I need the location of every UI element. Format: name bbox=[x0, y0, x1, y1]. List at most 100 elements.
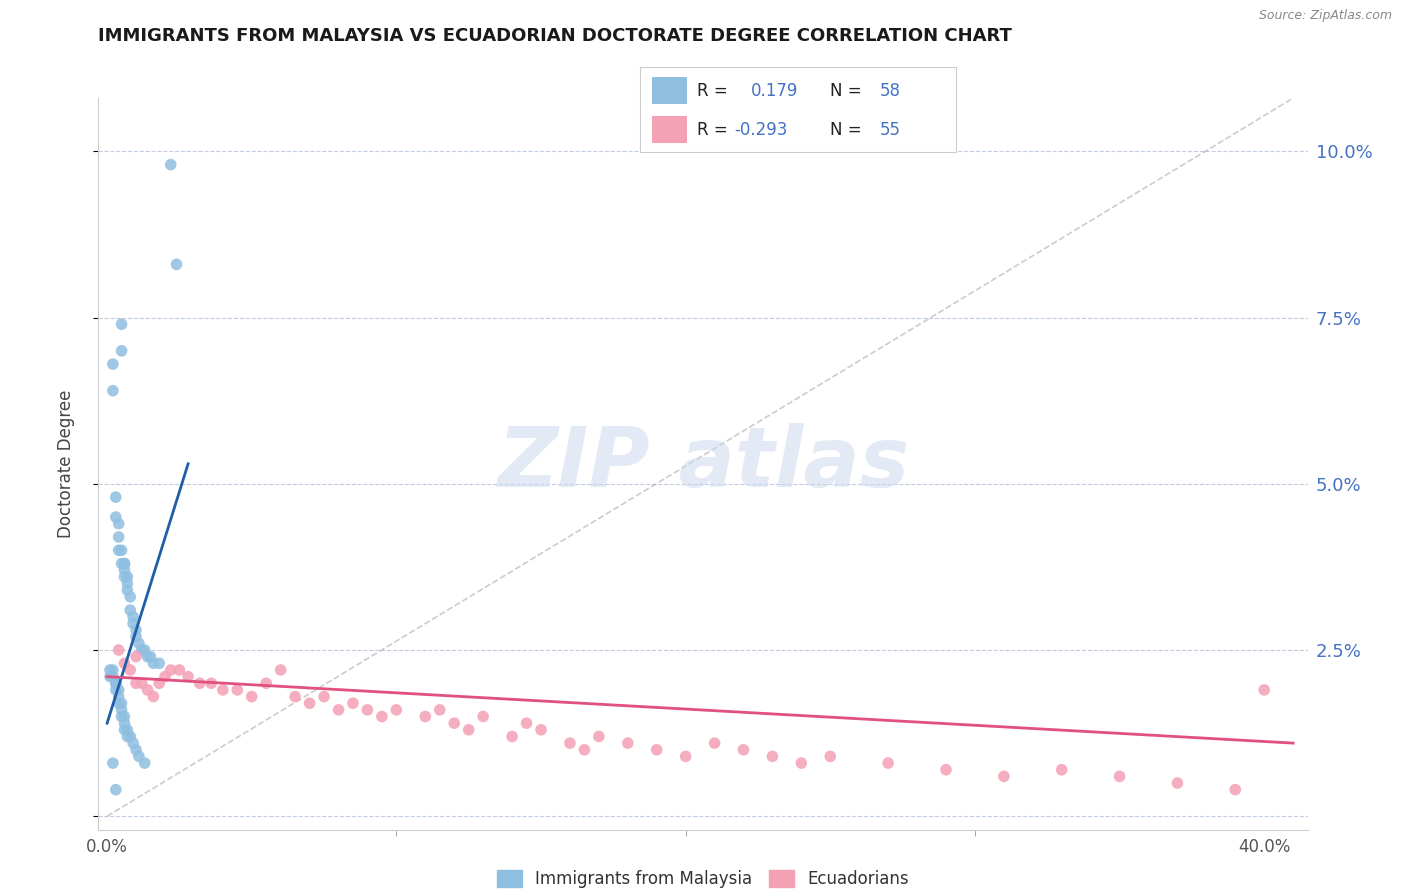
Point bbox=[125, 743, 148, 757]
Text: 55: 55 bbox=[880, 120, 901, 138]
Y-axis label: Doctorate Degree: Doctorate Degree bbox=[56, 390, 75, 538]
Point bbox=[107, 530, 129, 544]
Point bbox=[1108, 769, 1130, 783]
Point bbox=[104, 490, 127, 504]
Point bbox=[110, 317, 132, 331]
Point bbox=[125, 630, 148, 644]
Point bbox=[114, 709, 136, 723]
FancyBboxPatch shape bbox=[652, 116, 688, 143]
Point bbox=[159, 158, 181, 172]
Point bbox=[139, 649, 162, 664]
Point bbox=[385, 703, 408, 717]
Point bbox=[328, 703, 350, 717]
Point bbox=[342, 696, 364, 710]
Point bbox=[820, 749, 842, 764]
Point bbox=[558, 736, 581, 750]
Point bbox=[107, 682, 129, 697]
Point bbox=[254, 676, 277, 690]
Point bbox=[125, 649, 148, 664]
Point bbox=[122, 736, 145, 750]
Text: 0.179: 0.179 bbox=[751, 82, 797, 100]
Point bbox=[240, 690, 263, 704]
Point bbox=[935, 763, 957, 777]
Point bbox=[312, 690, 335, 704]
Point bbox=[107, 696, 129, 710]
Point bbox=[298, 696, 321, 710]
Point bbox=[101, 663, 124, 677]
Point bbox=[790, 756, 813, 770]
Point bbox=[645, 743, 668, 757]
Point bbox=[110, 696, 132, 710]
Point bbox=[1225, 782, 1247, 797]
Point bbox=[114, 557, 136, 571]
Point bbox=[211, 682, 233, 697]
Point bbox=[117, 576, 139, 591]
Text: -0.293: -0.293 bbox=[734, 120, 787, 138]
Text: N =: N = bbox=[830, 120, 866, 138]
Point bbox=[270, 663, 292, 677]
Point bbox=[101, 756, 124, 770]
Point bbox=[114, 570, 136, 584]
Point bbox=[136, 682, 159, 697]
Point bbox=[148, 657, 170, 671]
Point bbox=[993, 769, 1015, 783]
Point bbox=[142, 657, 165, 671]
Point bbox=[159, 663, 181, 677]
Point bbox=[122, 616, 145, 631]
Point bbox=[675, 749, 697, 764]
Point bbox=[122, 609, 145, 624]
Point bbox=[107, 643, 129, 657]
Point bbox=[117, 570, 139, 584]
Point bbox=[457, 723, 479, 737]
Point bbox=[114, 657, 136, 671]
Point bbox=[142, 690, 165, 704]
Point bbox=[101, 357, 124, 371]
Point bbox=[371, 709, 394, 723]
Point bbox=[117, 723, 139, 737]
Point bbox=[117, 583, 139, 598]
Point bbox=[1253, 682, 1275, 697]
Point bbox=[98, 663, 121, 677]
Text: Source: ZipAtlas.com: Source: ZipAtlas.com bbox=[1258, 9, 1392, 22]
Point bbox=[1166, 776, 1188, 790]
Point bbox=[107, 543, 129, 558]
Point bbox=[101, 384, 124, 398]
Point bbox=[617, 736, 640, 750]
Text: R =: R = bbox=[697, 82, 738, 100]
Point bbox=[114, 557, 136, 571]
Point bbox=[148, 676, 170, 690]
Point bbox=[104, 682, 127, 697]
Point bbox=[114, 723, 136, 737]
Point bbox=[761, 749, 783, 764]
Point bbox=[136, 649, 159, 664]
Point bbox=[356, 703, 378, 717]
Point bbox=[120, 730, 142, 744]
Legend: Immigrants from Malaysia, Ecuadorians: Immigrants from Malaysia, Ecuadorians bbox=[491, 863, 915, 892]
Point bbox=[188, 676, 211, 690]
Point bbox=[131, 643, 153, 657]
Point bbox=[177, 670, 200, 684]
Point bbox=[877, 756, 900, 770]
Point bbox=[733, 743, 755, 757]
Point bbox=[429, 703, 451, 717]
Point bbox=[110, 557, 132, 571]
Point bbox=[128, 636, 150, 650]
Point bbox=[169, 663, 191, 677]
Point bbox=[472, 709, 495, 723]
Point bbox=[125, 676, 148, 690]
Point bbox=[413, 709, 436, 723]
Point bbox=[104, 782, 127, 797]
Point bbox=[104, 676, 127, 690]
FancyBboxPatch shape bbox=[652, 77, 688, 104]
Point bbox=[153, 670, 176, 684]
Text: N =: N = bbox=[830, 82, 866, 100]
Point bbox=[501, 730, 523, 744]
Point bbox=[588, 730, 610, 744]
Point bbox=[226, 682, 249, 697]
Point bbox=[200, 676, 222, 690]
Text: IMMIGRANTS FROM MALAYSIA VS ECUADORIAN DOCTORATE DEGREE CORRELATION CHART: IMMIGRANTS FROM MALAYSIA VS ECUADORIAN D… bbox=[98, 27, 1012, 45]
Point bbox=[284, 690, 307, 704]
Point bbox=[107, 690, 129, 704]
Point bbox=[114, 563, 136, 577]
Point bbox=[530, 723, 553, 737]
